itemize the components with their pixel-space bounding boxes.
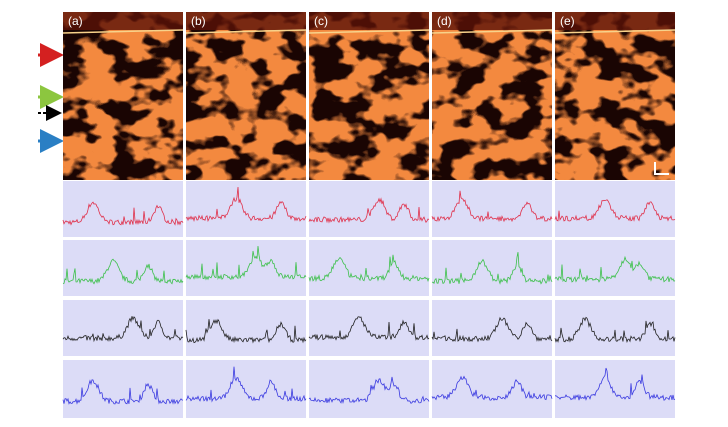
trace-bg (309, 181, 429, 237)
profile-trace (431, 190, 553, 223)
profile-trace (62, 201, 184, 226)
trace-bg (555, 181, 675, 237)
trace-bg (555, 300, 675, 356)
profile-trace (555, 367, 676, 401)
panel-label: (e) (560, 14, 575, 28)
oct-texture (309, 12, 429, 180)
profile-trace (185, 318, 307, 344)
trace-bg (432, 181, 552, 237)
panel-label: (b) (191, 14, 206, 28)
top-strip (309, 12, 429, 30)
trace-bg (309, 240, 429, 296)
panel-label: (c) (314, 14, 328, 28)
trace-bg (432, 300, 552, 356)
profile-trace (185, 186, 307, 223)
profile-trace (431, 252, 553, 285)
profile-trace (62, 316, 184, 343)
trace-bg (555, 240, 675, 296)
trace-bg (432, 360, 552, 418)
trace-bg (186, 360, 306, 418)
trace-bg (63, 360, 183, 418)
trace-bg (555, 360, 675, 418)
profile-trace (554, 255, 676, 283)
trace-bg (63, 181, 183, 237)
profile-trace (554, 316, 676, 343)
trace-bg (186, 181, 306, 237)
top-strip (555, 12, 675, 30)
top-strip (63, 12, 183, 30)
profile-trace (554, 199, 676, 222)
profile-trace (62, 379, 184, 405)
surface-line (185, 29, 307, 34)
oct-texture (432, 12, 552, 180)
surface-line (62, 29, 184, 34)
panel-label: (a) (68, 14, 83, 28)
profile-trace (431, 316, 553, 343)
oct-texture (186, 12, 306, 180)
surface-line (308, 29, 430, 34)
surface-line (554, 29, 676, 34)
profile-trace (308, 376, 430, 405)
trace-bg (63, 300, 183, 356)
top-strip (432, 12, 552, 30)
profile-trace (308, 316, 430, 341)
profile-trace (62, 258, 184, 285)
trace-bg (186, 240, 306, 296)
profile-trace (308, 197, 430, 224)
trace-bg (309, 300, 429, 356)
oct-texture (555, 12, 675, 180)
profile-trace (308, 254, 430, 283)
scale-bar (654, 162, 669, 175)
trace-bg (432, 240, 552, 296)
panel-label: (d) (437, 14, 452, 28)
surface-line (431, 29, 553, 34)
trace-bg (63, 240, 183, 296)
top-strip (186, 12, 306, 30)
profile-trace (185, 245, 307, 281)
oct-texture (63, 12, 183, 180)
trace-bg (309, 360, 429, 418)
trace-bg (186, 300, 306, 356)
profile-trace (185, 366, 307, 403)
profile-trace (431, 375, 553, 401)
